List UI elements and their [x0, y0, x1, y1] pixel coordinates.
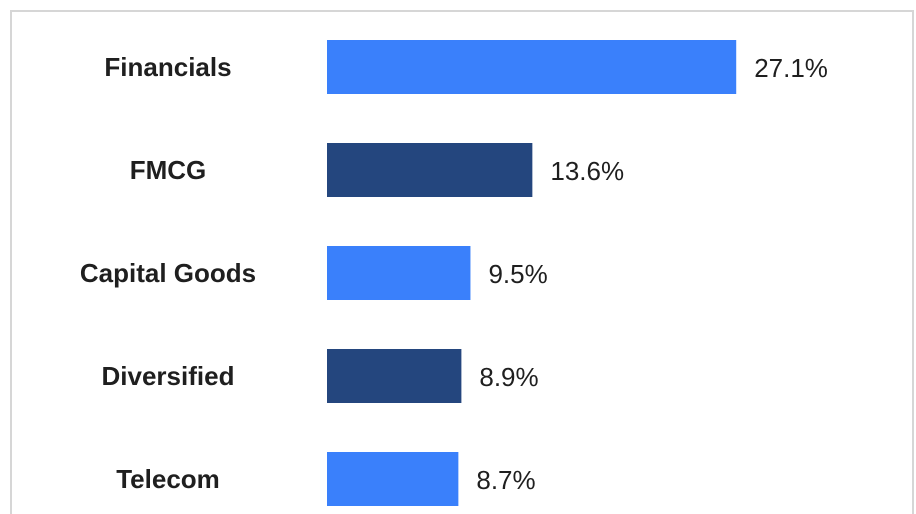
- bar-fmcg: [327, 143, 533, 197]
- category-label-capital-goods: Capital Goods: [80, 258, 256, 288]
- bar-telecom: [327, 452, 459, 506]
- bar-capital-goods: [327, 246, 471, 300]
- value-label-financials: 27.1%: [754, 53, 828, 83]
- category-label-fmcg: FMCG: [130, 155, 207, 185]
- value-label-fmcg: 13.6%: [550, 156, 624, 186]
- value-label-capital-goods: 9.5%: [488, 259, 547, 289]
- bars: [327, 40, 737, 506]
- value-label-diversified: 8.9%: [479, 362, 538, 392]
- value-labels: 27.1% 13.6% 9.5% 8.9% 8.7%: [476, 53, 828, 495]
- value-label-telecom: 8.7%: [476, 465, 535, 495]
- category-label-financials: Financials: [104, 52, 231, 82]
- bar-financials: [327, 40, 737, 94]
- category-label-telecom: Telecom: [116, 464, 220, 494]
- category-labels: Financials FMCG Capital Goods Diversified Te…: [80, 52, 256, 494]
- category-label-diversified: Diversified: [102, 361, 235, 391]
- bar-diversified: [327, 349, 462, 403]
